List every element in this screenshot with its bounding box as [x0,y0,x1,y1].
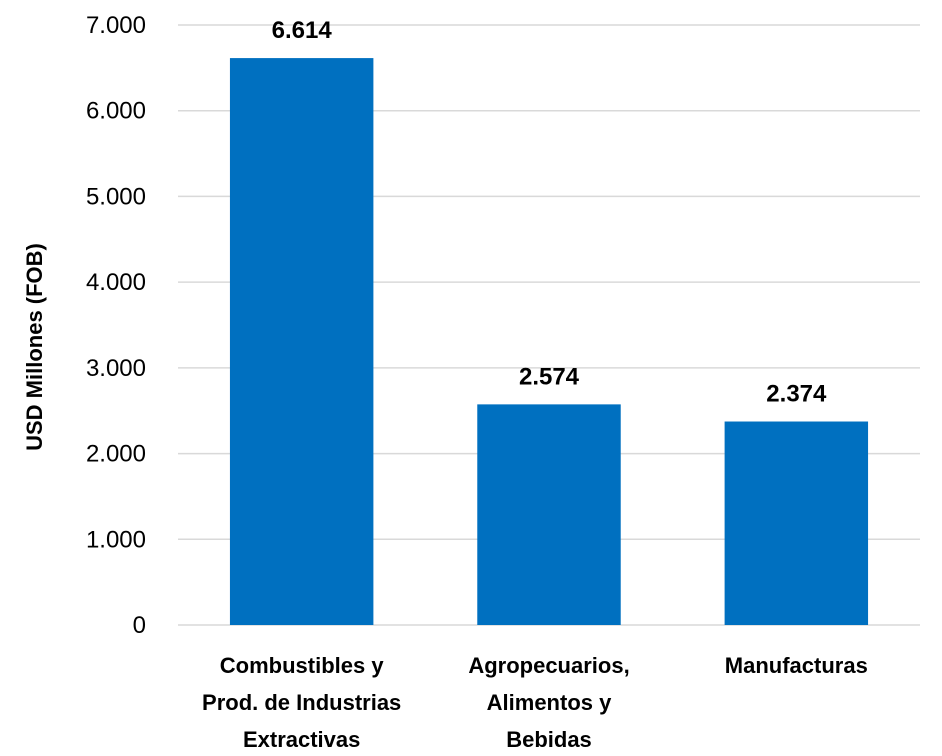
y-tick-label: 6.000 [86,98,146,125]
y-tick-label: 1.000 [86,526,146,553]
y-tick-label: 0 [133,612,146,639]
x-category-label-line: Agropecuarios, [468,653,629,678]
bar [724,421,869,625]
bar-value-label: 6.614 [272,17,333,44]
y-tick-label: 2.000 [86,441,146,468]
y-tick-label: 3.000 [86,355,146,382]
y-axis-title: USD Millones (FOB) [22,243,47,451]
y-tick-label: 7.000 [86,12,146,39]
y-tick-label: 5.000 [86,183,146,210]
x-category-label: Agropecuarios, Alimentos y Bebidas [468,653,629,752]
bar-value-label: 2.374 [766,381,827,408]
bar-value-label: 2.574 [519,363,580,390]
data-labels: 6.614 2.574 2.374 [272,17,827,407]
x-axis-categories: Combustibles y Prod. de Industrias Extract… [202,653,868,752]
x-category-label-line: Bebidas [506,727,592,752]
x-category-label-line: Extractivas [243,727,360,752]
x-category-label: Manufacturas [725,653,868,678]
x-category-label-line: Prod. de Industrias [202,690,401,715]
y-tick-label: 4.000 [86,269,146,296]
x-category-label-line: Manufacturas [725,653,868,678]
y-axis-ticks: 0 1.000 2.000 3.000 4.000 5.000 6.000 7.000 [86,12,146,639]
bars [229,58,869,626]
bar [477,404,621,625]
bar [229,58,374,626]
x-category-label-line: Combustibles y [220,653,385,678]
x-category-label: Combustibles y Prod. de Industrias Extract… [202,653,401,752]
x-category-label-line: Alimentos y [487,690,612,715]
